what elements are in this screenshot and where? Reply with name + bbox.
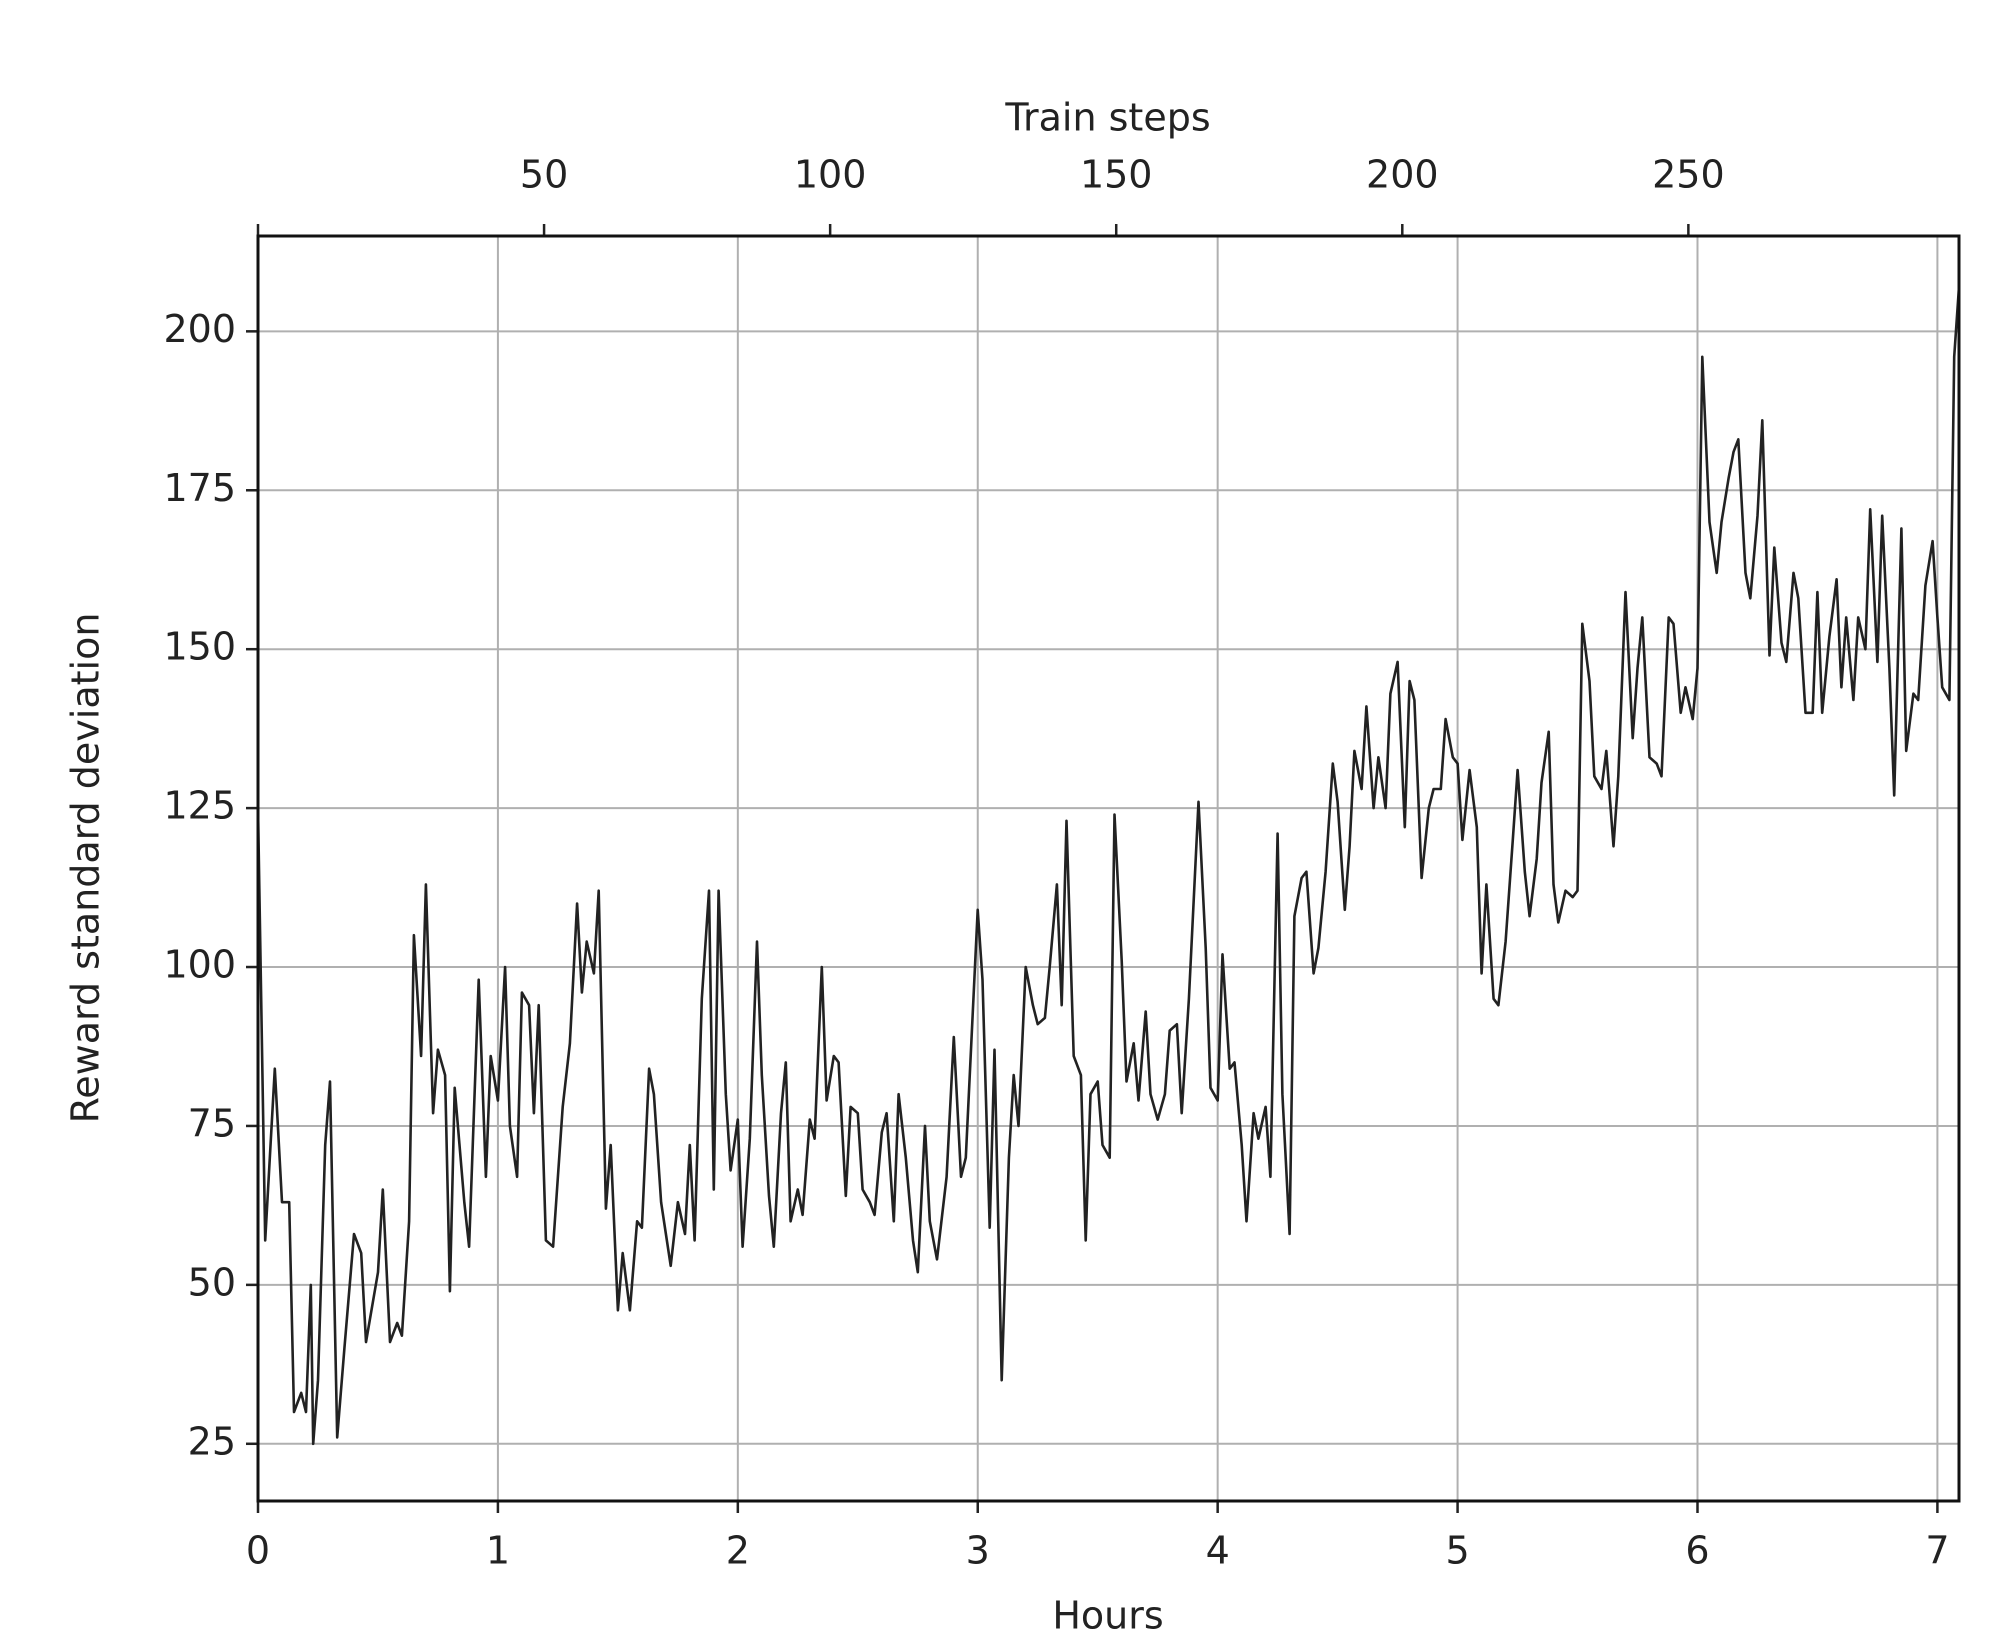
y-tick-label: 150 (163, 625, 236, 669)
x2-tick-label: 100 (794, 153, 867, 197)
x-tick-label: 3 (966, 1529, 990, 1573)
x2-tick-label: 150 (1080, 153, 1153, 197)
x-tick-label: 4 (1206, 1529, 1230, 1573)
y-tick-label: 100 (163, 943, 236, 987)
x-tick-label: 6 (1685, 1529, 1709, 1573)
y-tick-label: 25 (188, 1419, 236, 1463)
x-tick-label: 1 (486, 1529, 510, 1573)
x2-tick-label: 250 (1652, 153, 1725, 197)
y-axis-label: Reward standard deviation (64, 613, 108, 1124)
x2-axis-label: Train steps (1004, 96, 1210, 140)
y-tick-label: 200 (163, 307, 236, 351)
x2-tick-label: 50 (520, 153, 568, 197)
x-tick-label: 2 (726, 1529, 750, 1573)
y-tick-label: 75 (188, 1101, 236, 1145)
x-tick-label: 0 (246, 1529, 270, 1573)
y-tick-label: 50 (188, 1260, 236, 1304)
y-tick-label: 175 (163, 466, 236, 510)
x-axis-label: Hours (1052, 1594, 1163, 1638)
plot-frame (256, 234, 1961, 1503)
data-line (256, 286, 1961, 1446)
x-tick-label: 7 (1925, 1529, 1949, 1573)
x-tick-label: 5 (1445, 1529, 1469, 1573)
x2-tick-label: 200 (1366, 153, 1439, 197)
y-tick-label: 125 (163, 784, 236, 828)
